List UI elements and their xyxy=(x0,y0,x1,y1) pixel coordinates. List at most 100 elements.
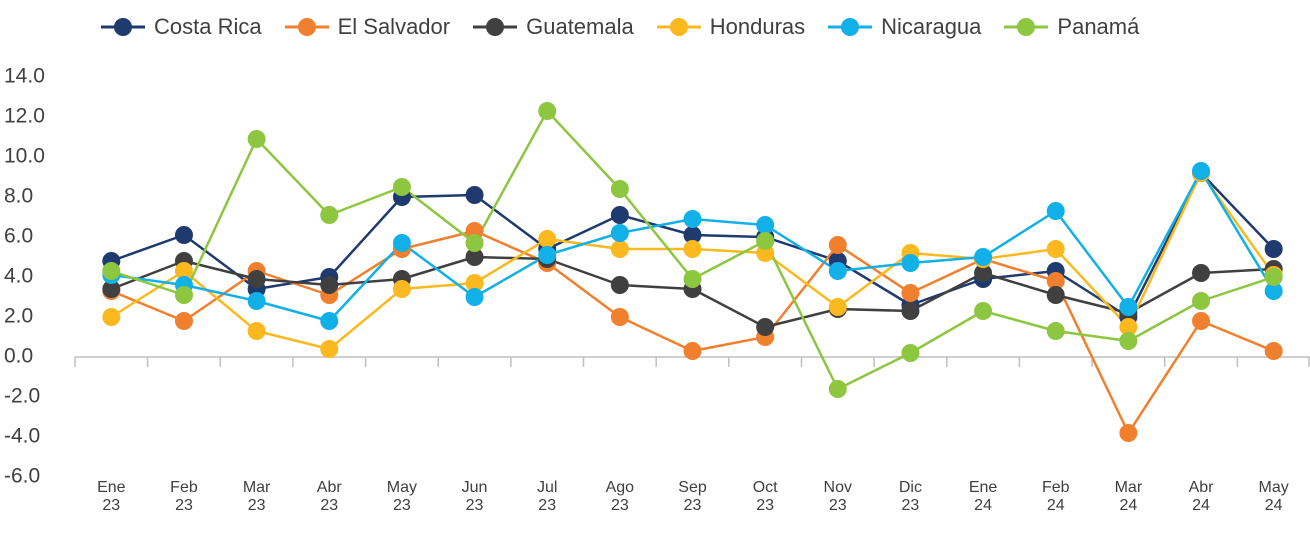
data-point xyxy=(320,312,339,330)
data-point xyxy=(465,248,484,266)
data-point xyxy=(1119,318,1138,336)
y-tick-label: -6.0 xyxy=(4,465,40,488)
legend-dot xyxy=(669,18,688,36)
data-point xyxy=(174,312,193,330)
legend-marker xyxy=(101,18,145,36)
y-tick-label: 0.0 xyxy=(4,345,33,368)
data-point xyxy=(1192,162,1211,180)
data-point xyxy=(610,224,629,242)
x-tick-label: Feb 24 xyxy=(1041,479,1070,514)
data-point xyxy=(974,264,993,282)
data-point xyxy=(174,262,193,280)
data-point xyxy=(465,288,484,306)
data-point xyxy=(1264,240,1283,258)
data-point xyxy=(1192,264,1211,282)
data-point xyxy=(610,240,629,258)
data-point xyxy=(974,248,993,266)
x-tick-label: Ago 23 xyxy=(605,479,635,514)
data-point xyxy=(683,342,702,360)
data-point xyxy=(465,234,484,252)
data-point xyxy=(1119,298,1138,316)
legend-item: Guatemala xyxy=(472,14,634,40)
x-tick-label: Ene 24 xyxy=(968,479,998,514)
data-point xyxy=(1046,240,1065,258)
legend-label: El Salvador xyxy=(337,14,451,39)
legend-label: Costa Rica xyxy=(154,14,262,39)
data-point xyxy=(1046,272,1065,290)
legend-dot xyxy=(841,18,860,36)
x-tick-label: May 24 xyxy=(1258,479,1289,514)
legend-item: Nicaragua xyxy=(827,14,981,40)
data-point xyxy=(247,322,266,340)
legend-marker xyxy=(284,18,329,36)
data-point xyxy=(1119,332,1138,350)
series-line xyxy=(110,229,1275,435)
data-point xyxy=(320,206,339,224)
x-tick-label: Jul 23 xyxy=(536,479,558,514)
x-tick-label: Abr 23 xyxy=(316,479,342,514)
data-point xyxy=(901,344,920,362)
legend-marker xyxy=(828,18,873,36)
series-line xyxy=(110,171,1275,351)
data-point xyxy=(465,186,484,204)
x-tick-label: Mar 23 xyxy=(242,479,271,514)
data-point xyxy=(1264,268,1283,286)
y-tick-label: 2.0 xyxy=(4,305,33,328)
data-point xyxy=(1119,424,1138,442)
legend-label: Guatemala xyxy=(526,14,634,39)
data-point xyxy=(1192,292,1211,310)
data-point xyxy=(1264,342,1283,360)
y-tick-label: 6.0 xyxy=(4,225,33,248)
data-point xyxy=(392,178,411,196)
data-point xyxy=(174,286,193,304)
data-point xyxy=(247,130,266,148)
data-point xyxy=(828,236,847,254)
x-tick-label: May 23 xyxy=(386,479,418,514)
data-point xyxy=(683,210,702,228)
data-point xyxy=(974,302,993,320)
data-point xyxy=(320,340,339,358)
data-point xyxy=(901,284,920,302)
x-tick-label: Oct 23 xyxy=(752,479,778,514)
legend-dot xyxy=(486,18,505,36)
y-tick-label: 14.0 xyxy=(4,65,45,88)
data-point xyxy=(1046,322,1065,340)
y-tick-label: 8.0 xyxy=(4,185,33,208)
x-tick-label: Ene 23 xyxy=(97,479,126,514)
legend-dot xyxy=(114,18,132,36)
data-point xyxy=(102,262,121,280)
data-point xyxy=(102,280,121,298)
data-point xyxy=(901,254,920,272)
data-point xyxy=(756,216,775,234)
data-point xyxy=(1192,312,1211,330)
data-point xyxy=(174,226,193,244)
data-point xyxy=(392,234,411,252)
y-tick-label: -2.0 xyxy=(4,385,40,408)
data-point xyxy=(683,226,702,244)
y-tick-label: 4.0 xyxy=(4,265,33,288)
x-tick-label: Dic 23 xyxy=(898,479,922,514)
data-point xyxy=(1264,282,1283,300)
y-tick-label: 12.0 xyxy=(4,105,45,128)
legend-item: Costa Rica xyxy=(100,14,262,40)
legend-label: Panamá xyxy=(1057,14,1140,39)
data-point xyxy=(538,246,557,264)
data-point xyxy=(610,206,629,224)
legend-marker xyxy=(1004,18,1049,36)
x-tick-label: Abr 24 xyxy=(1188,479,1214,514)
x-tick-label: Sep 23 xyxy=(678,479,707,514)
data-point xyxy=(683,240,702,258)
x-tick-label: Nov 23 xyxy=(823,479,852,514)
data-point xyxy=(610,308,629,326)
y-tick-label: -4.0 xyxy=(4,425,40,448)
data-point xyxy=(610,276,629,294)
data-point xyxy=(320,276,339,294)
data-point xyxy=(1046,202,1065,220)
data-point xyxy=(1046,286,1065,304)
data-point xyxy=(538,102,557,120)
legend-item: Panamá xyxy=(1003,14,1139,40)
legend-label: Nicaragua xyxy=(881,14,982,39)
data-point xyxy=(538,230,557,248)
data-point xyxy=(828,380,847,398)
